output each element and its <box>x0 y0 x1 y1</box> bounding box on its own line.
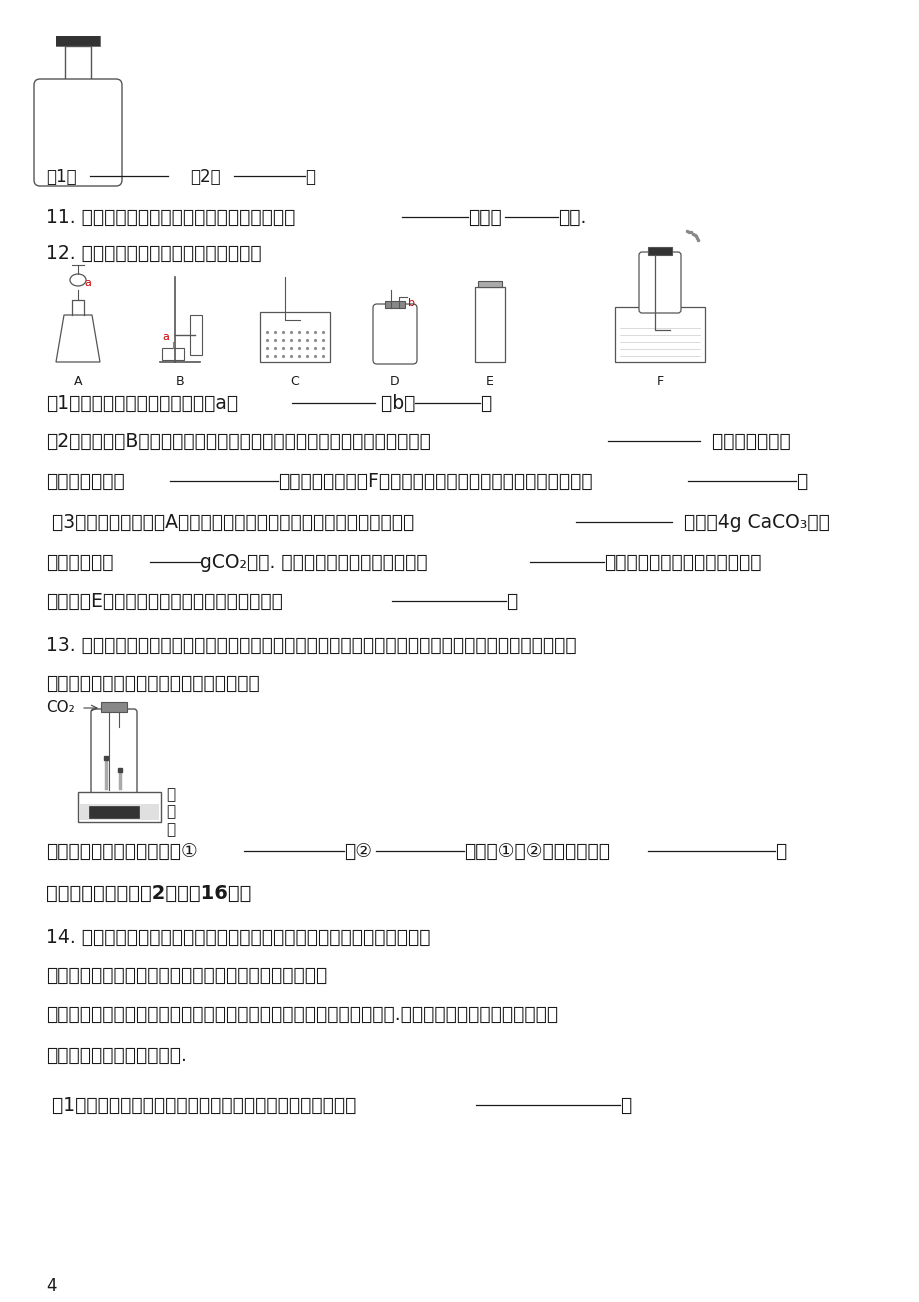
Text: ，若有4g CaCO₃参加: ，若有4g CaCO₃参加 <box>671 513 829 533</box>
Text: A: A <box>74 375 82 388</box>
Ellipse shape <box>70 273 85 286</box>
Text: gCO₂气体. 实验室收集二氧化碳选用装置: gCO₂气体. 实验室收集二氧化碳选用装置 <box>199 553 427 572</box>
Bar <box>384 301 404 309</box>
Bar <box>101 702 127 712</box>
Text: a: a <box>162 332 169 342</box>
Bar <box>647 247 671 255</box>
Bar <box>260 312 330 362</box>
FancyBboxPatch shape <box>639 253 680 312</box>
Text: 。: 。 <box>619 1096 630 1115</box>
Text: （1）氯化铵与熟石灰粉末一起研磨发生反应的化学方程式为: （1）氯化铵与熟石灰粉末一起研磨发生反应的化学方程式为 <box>46 1096 356 1115</box>
Bar <box>65 46 91 85</box>
Text: （2）: （2） <box>190 168 221 186</box>
Text: 4: 4 <box>46 1277 56 1295</box>
Text: a: a <box>84 279 91 288</box>
Bar <box>614 307 704 362</box>
Text: CO₂: CO₂ <box>46 700 74 715</box>
Bar <box>56 36 100 46</box>
Text: （填序号）。若收集某气体只能: （填序号）。若收集某气体只能 <box>604 553 761 572</box>
FancyBboxPatch shape <box>91 710 137 803</box>
Text: 14. 某校化学课外学习小组在实验探究氮肥氯化铵的性质时作了如下实验：: 14. 某校化学课外学习小组在实验探究氮肥氯化铵的性质时作了如下实验： <box>46 928 430 947</box>
Text: （1）写出图中标号仪器的名称：a：: （1）写出图中标号仪器的名称：a： <box>46 395 238 413</box>
Text: 。现象①和②出现的原因是: 。现象①和②出现的原因是 <box>463 842 609 861</box>
Text: 反应，会生成: 反应，会生成 <box>46 553 113 572</box>
Text: （3）实验室若用装置A制取二氧化碳气体，则发生反应的化学方程式为: （3）实验室若用装置A制取二氧化碳气体，则发生反应的化学方程式为 <box>46 513 414 533</box>
Bar <box>162 348 184 359</box>
Text: C: C <box>290 375 299 388</box>
Bar <box>89 806 139 818</box>
Text: 实验二：将镁粉投入氯化铵溶液中，两者立即发生反应，产生大量气泡.经检验该过程生成氯化镁和两种: 实验二：将镁粉投入氯化铵溶液中，两者立即发生反应，产生大量气泡.经检验该过程生成… <box>46 1005 558 1023</box>
Text: 洗去.: 洗去. <box>558 208 585 227</box>
Text: （1）: （1） <box>46 168 76 186</box>
Text: 实验中可观察到的现象有：①: 实验中可观察到的现象有：① <box>46 842 198 861</box>
Text: （2）若用装置B制取氧气，药品选用高锰酸钾，则发生反应的化学方程式为: （2）若用装置B制取氧气，药品选用高锰酸钾，则发生反应的化学方程式为 <box>46 432 430 450</box>
FancyBboxPatch shape <box>34 79 122 186</box>
Text: ，b：: ，b： <box>375 395 414 413</box>
FancyBboxPatch shape <box>372 303 416 365</box>
Text: ，在试管口放一: ，在试管口放一 <box>699 432 790 450</box>
Text: 。: 。 <box>480 395 491 413</box>
Text: 13. 如图所示：在木块上点燃高低两支蜡烛，用开口的钟罩将其扣在水槽内，然后用导管（先伸至石灰水: 13. 如图所示：在木块上点燃高低两支蜡烛，用开口的钟罩将其扣在水槽内，然后用导… <box>46 635 576 655</box>
Text: ；②: ；② <box>344 842 371 861</box>
Polygon shape <box>56 315 100 362</box>
Text: 。: 。 <box>795 473 806 491</box>
Text: 三、实验探究题（共2题；共16分）: 三、实验探究题（共2题；共16分） <box>46 884 251 904</box>
Text: 。: 。 <box>774 842 786 861</box>
Polygon shape <box>190 315 202 355</box>
Text: b: b <box>407 298 414 309</box>
Text: 11. 长期存放石灰水的瓶壁上有一层白色固体是: 11. 长期存放石灰水的瓶壁上有一层白色固体是 <box>46 208 295 227</box>
Text: 12. 请根据如图所示实验装置回答问题：: 12. 请根据如图所示实验装置回答问题： <box>46 243 261 263</box>
Text: 团棉花的作用是: 团棉花的作用是 <box>46 473 125 491</box>
Text: 石
灰
水: 石 灰 水 <box>165 786 175 837</box>
Bar <box>56 36 100 46</box>
Bar <box>78 792 161 822</box>
Text: B: B <box>176 375 184 388</box>
Text: 。: 。 <box>505 592 516 611</box>
Text: 。: 。 <box>305 168 314 186</box>
Text: F: F <box>656 375 663 388</box>
Bar <box>474 286 505 362</box>
Bar <box>80 805 159 820</box>
Text: 后提到木块表面）向钟罩内通入二氧化碳。: 后提到木块表面）向钟罩内通入二氧化碳。 <box>46 674 259 693</box>
Bar <box>478 281 502 286</box>
Text: E: E <box>485 375 494 388</box>
Text: 气体，其中一种气体有氨味.: 气体，其中一种气体有氨味. <box>46 1046 187 1065</box>
Text: D: D <box>390 375 400 388</box>
Text: 。实验开始前如图F所示操作，标志该装置气密性良好的现象是: 。实验开始前如图F所示操作，标志该装置气密性良好的现象是 <box>278 473 592 491</box>
Text: 实验一：将氯化铵与熟石灰粉末一起研磨有氨味气体产生: 实验一：将氯化铵与熟石灰粉末一起研磨有氨味气体产生 <box>46 966 327 986</box>
Text: ，可用: ，可用 <box>468 208 501 227</box>
Text: 采用装置E，由此推测该气体具有的物理性质是: 采用装置E，由此推测该气体具有的物理性质是 <box>46 592 282 611</box>
